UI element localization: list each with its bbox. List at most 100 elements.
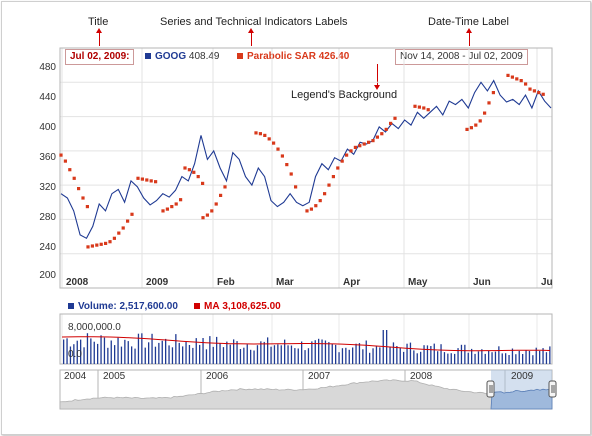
legend-volume[interactable]: Volume: 2,517,600.00 bbox=[68, 301, 178, 313]
volume-bar bbox=[273, 345, 276, 364]
datetime-callout-arrow bbox=[466, 28, 472, 46]
volume-bar bbox=[212, 346, 214, 364]
volume-bar bbox=[253, 350, 255, 364]
volume-bar bbox=[141, 333, 143, 364]
volume-bar bbox=[358, 343, 361, 364]
volume-bar bbox=[90, 338, 92, 364]
volume-bar bbox=[525, 350, 527, 364]
sar-point bbox=[314, 204, 318, 208]
volume-bar bbox=[124, 339, 126, 364]
xtick-may: May bbox=[408, 277, 428, 288]
volume-swatch-icon bbox=[68, 303, 74, 309]
volume-bar bbox=[464, 344, 466, 364]
volume-bar bbox=[229, 344, 231, 364]
volume-bar bbox=[331, 343, 333, 364]
volume-bar bbox=[114, 345, 116, 364]
sar-point bbox=[375, 135, 379, 139]
sar-point bbox=[413, 104, 417, 108]
sar-point bbox=[154, 180, 158, 184]
sar-point bbox=[465, 127, 469, 131]
legend-volume-name: Volume: bbox=[78, 301, 117, 312]
volume-bar bbox=[406, 343, 408, 364]
volume-bar bbox=[528, 351, 531, 364]
volume-bar bbox=[222, 347, 225, 364]
sar-point bbox=[537, 91, 541, 95]
sar-point bbox=[187, 168, 191, 172]
sar-point bbox=[384, 127, 388, 131]
volume-bar bbox=[168, 345, 170, 364]
navigator-left-handle[interactable] bbox=[486, 380, 495, 398]
goog-line bbox=[60, 79, 552, 240]
sar-point bbox=[223, 185, 227, 189]
volume-bar bbox=[80, 339, 82, 364]
volume-bar bbox=[66, 338, 68, 364]
volume-bar bbox=[450, 353, 452, 364]
sar-point bbox=[149, 179, 153, 183]
legend-ma-value: 3,108,625.00 bbox=[222, 301, 281, 312]
legend-sar-name: Parabolic SAR bbox=[247, 51, 316, 62]
sar-point bbox=[478, 119, 482, 123]
sar-point bbox=[267, 137, 271, 141]
xtick-feb: Feb bbox=[217, 277, 235, 288]
xtick-jun: Jun bbox=[473, 277, 491, 288]
sar-point bbox=[174, 202, 178, 206]
volume-bar bbox=[63, 339, 65, 364]
volume-bar bbox=[97, 343, 99, 364]
sar-point bbox=[510, 75, 514, 79]
series-labels-callout: Series and Technical Indicators Labels bbox=[160, 16, 348, 28]
legend-title: Jul 02, 2009: bbox=[70, 51, 130, 62]
ytick-360: 360 bbox=[39, 152, 56, 163]
volume-bar bbox=[362, 349, 364, 364]
sar-point bbox=[309, 207, 313, 211]
legend-bg-callout-arrow bbox=[374, 64, 380, 90]
title-callout: Title bbox=[88, 16, 109, 28]
volume-bar bbox=[508, 355, 510, 364]
sar-point bbox=[165, 207, 169, 211]
volume-bar bbox=[256, 345, 259, 364]
legend-ma-name: MA bbox=[204, 301, 220, 312]
sar-point bbox=[68, 168, 72, 172]
volume-bar bbox=[382, 330, 384, 364]
sar-point bbox=[90, 244, 94, 248]
volume-bar bbox=[148, 342, 150, 364]
sar-point bbox=[280, 154, 284, 158]
volume-bar bbox=[107, 347, 109, 364]
volume-bar bbox=[518, 350, 520, 364]
volume-bar bbox=[454, 353, 456, 364]
volume-bar bbox=[532, 355, 534, 364]
xtick-mar: Mar bbox=[276, 277, 294, 288]
volume-bar bbox=[69, 346, 72, 364]
sar-point bbox=[136, 176, 140, 180]
volume-bar bbox=[216, 336, 218, 364]
date-range-label: Nov 14, 2008 - Jul 02, 2009 bbox=[400, 51, 523, 62]
navigator-right-handle[interactable] bbox=[548, 380, 557, 398]
volume-bar bbox=[280, 345, 282, 364]
volume-bar bbox=[443, 352, 446, 364]
navigator-year-2006: 2006 bbox=[206, 371, 229, 382]
volume-bar bbox=[134, 348, 136, 364]
volume-bar bbox=[369, 352, 371, 364]
main-plot-border bbox=[59, 47, 553, 289]
sar-point bbox=[349, 149, 353, 153]
sar-point bbox=[183, 166, 187, 170]
volume-bar bbox=[375, 345, 378, 364]
legend-ma[interactable]: MA 3,108,625.00 bbox=[194, 301, 281, 313]
sar-point bbox=[487, 101, 491, 105]
sar-point bbox=[327, 183, 331, 187]
legend-goog[interactable]: GOOG 408.49 bbox=[145, 51, 220, 63]
legend-sar-value: 426.40 bbox=[318, 51, 350, 62]
xtick-apr: Apr bbox=[343, 277, 361, 288]
volume-bar bbox=[263, 341, 265, 364]
volume-bar bbox=[345, 347, 347, 364]
sar-point bbox=[524, 82, 528, 86]
volume-bar bbox=[416, 353, 418, 364]
volume-bar bbox=[83, 347, 85, 364]
volume-bar bbox=[471, 348, 473, 364]
legend-sar[interactable]: Parabolic SAR 426.40 bbox=[237, 51, 349, 63]
sar-point bbox=[491, 91, 495, 95]
volume-bar bbox=[511, 348, 514, 364]
sar-point bbox=[161, 209, 165, 213]
